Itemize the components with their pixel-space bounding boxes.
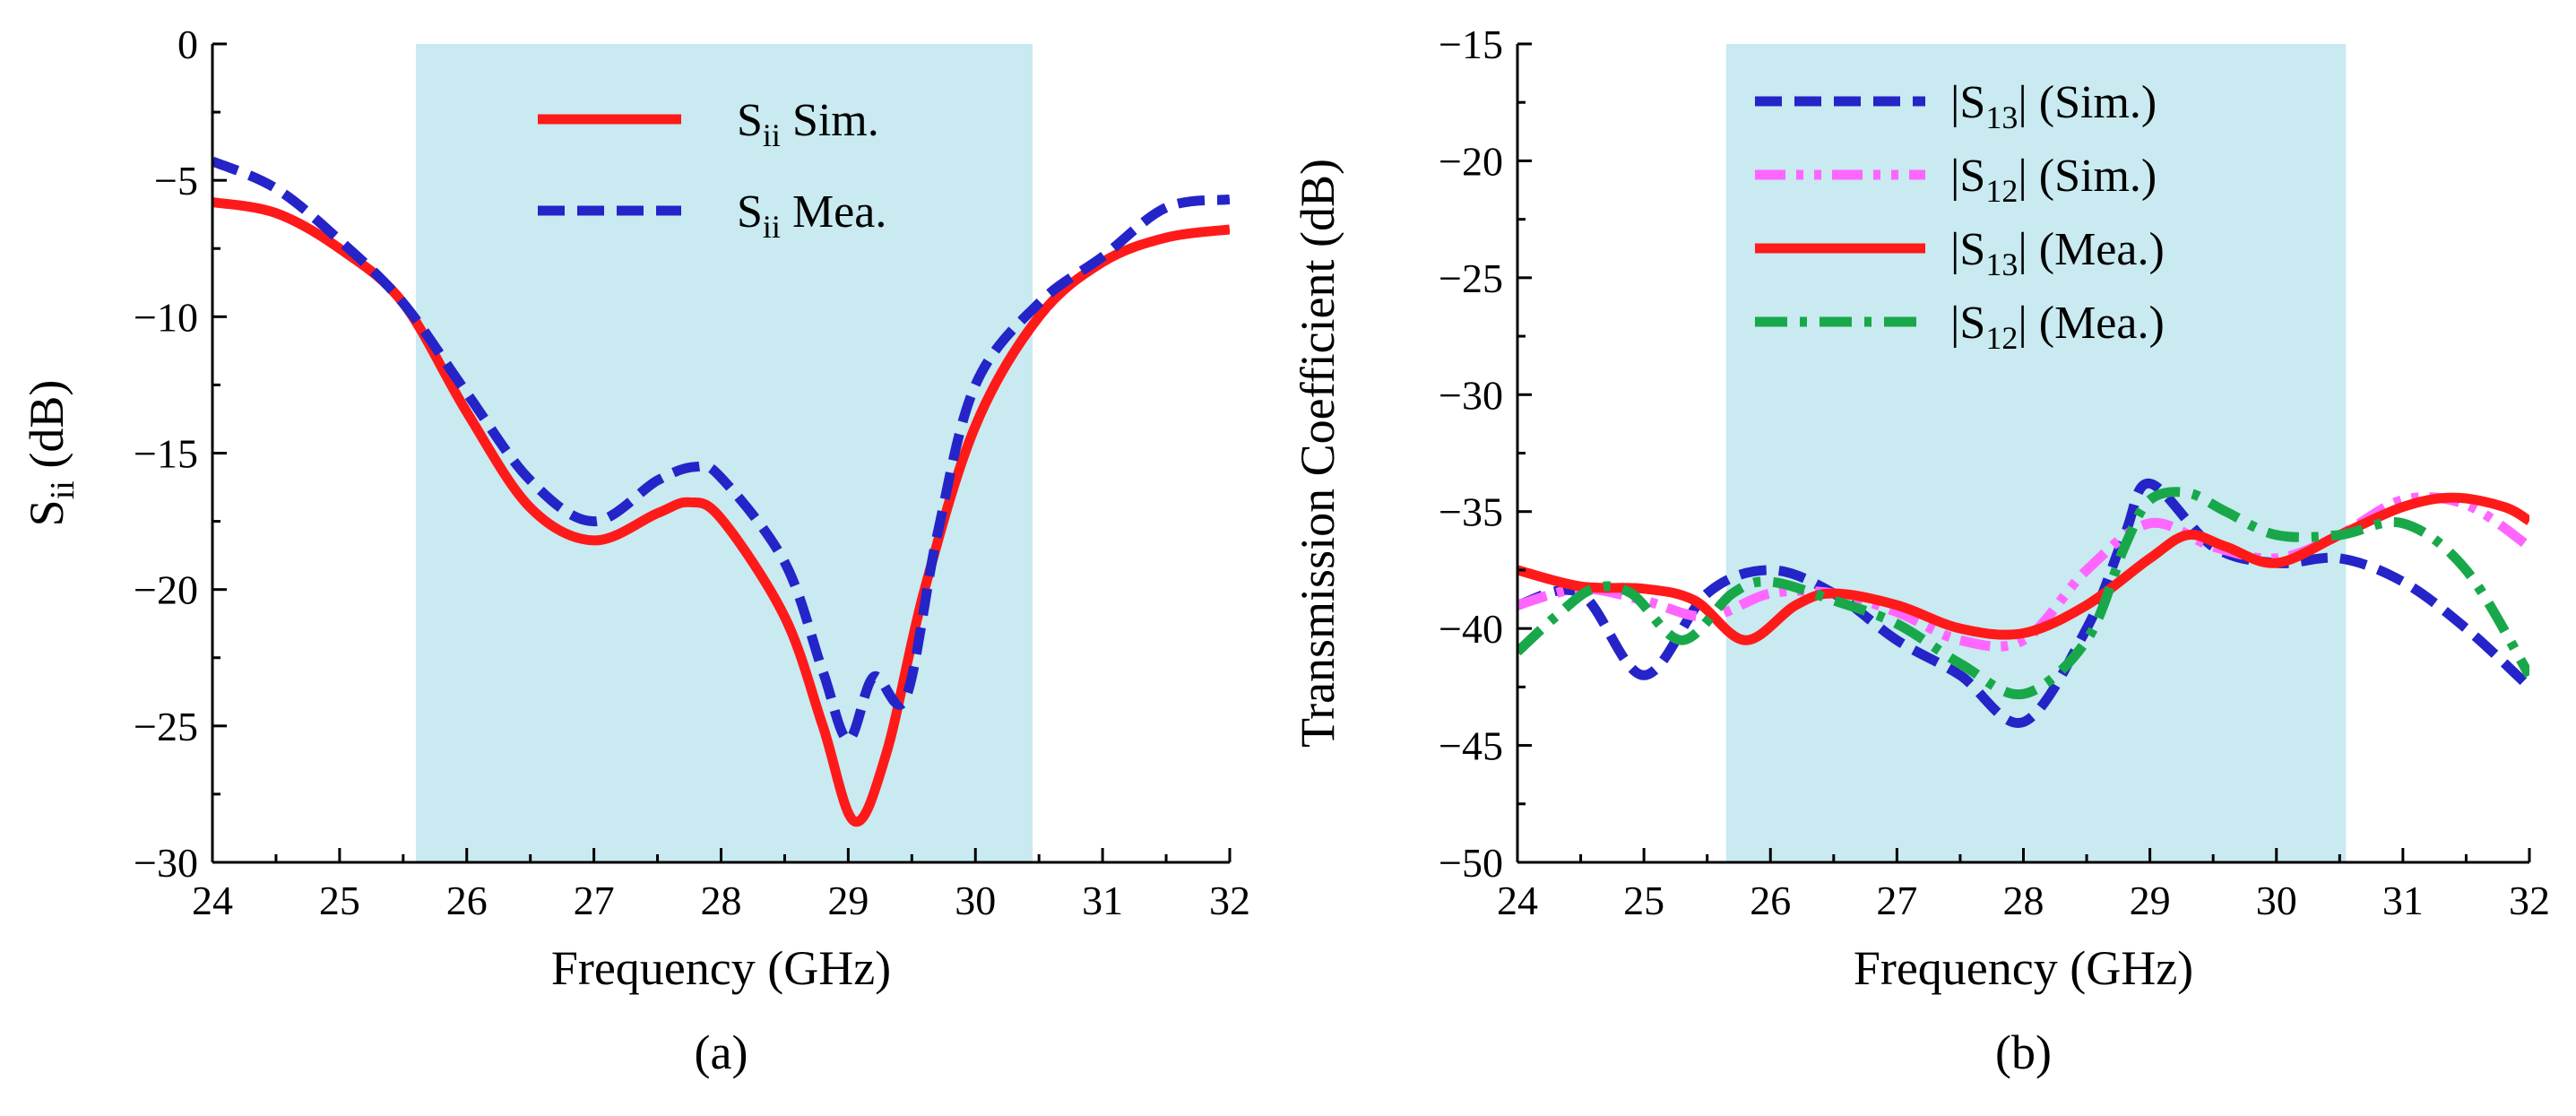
- x-tick-label: 25: [1623, 878, 1664, 923]
- x-tick-label: 32: [1209, 878, 1250, 923]
- x-tick-label: 27: [1876, 878, 1917, 923]
- y-label-main: S: [20, 499, 73, 526]
- x-tick-label: 29: [2130, 878, 2171, 923]
- legend-label-1: |S12| (Sim.): [1950, 151, 2157, 209]
- y-tick-label: −45: [1439, 723, 1503, 769]
- y-tick-label: −40: [1439, 606, 1503, 652]
- legend-label-2: |S13| (Mea.): [1950, 224, 2165, 282]
- legend-label-tail: | (Mea.): [2018, 224, 2164, 275]
- legend-label-3: |S12| (Mea.): [1950, 298, 2165, 356]
- x-tick-label: 26: [1750, 878, 1791, 923]
- y-tick-label: −20: [1439, 138, 1503, 184]
- y-tick-label: −20: [134, 567, 198, 613]
- x-axis-label: Frequency (GHz): [551, 941, 891, 995]
- chart-panel-b: 24 25 26 27 28 29 30 31 32 −15 −20 −25 −30 −35 −40 −45 −…: [1291, 22, 2550, 1079]
- y-tick-label: −30: [1439, 372, 1503, 418]
- x-tick-label: 27: [574, 878, 615, 923]
- panel-caption: (a): [695, 1025, 748, 1079]
- x-tick-label: 31: [2382, 878, 2424, 923]
- legend-label-sub: 12: [1985, 320, 2018, 356]
- series-line-2: [1517, 492, 2529, 645]
- operating-band: [416, 44, 1033, 862]
- y-tick-label: −5: [154, 158, 198, 203]
- legend-label-tail: Sim.: [781, 95, 879, 146]
- x-axis-label: Frequency (GHz): [1854, 941, 2193, 995]
- legend-label-tail: Mea.: [781, 186, 886, 238]
- y-tick-label: 0: [177, 22, 198, 67]
- chart-panel-a: 24 25 26 27 28 29 30 31 32 0 −5 −10 −15 −20 −25 −30 Freq…: [20, 22, 1250, 1079]
- y-tick-label: −10: [134, 294, 198, 340]
- legend-label-main: S: [737, 186, 763, 238]
- legend: |S13| (Sim.)|S12| (Sim.)|S13| (Mea.)|S12…: [1755, 77, 2165, 356]
- x-tick-label: 30: [2256, 878, 2297, 923]
- x-tick-label: 29: [827, 878, 869, 923]
- panel-caption: (b): [1995, 1025, 2052, 1079]
- legend: Sii Sim.Sii Mea.: [538, 95, 886, 245]
- legend-label-sub: ii: [763, 117, 781, 153]
- y-tick-label: −25: [134, 704, 198, 749]
- x-tick-label: 31: [1082, 878, 1123, 923]
- legend-label-1: Sii Mea.: [737, 186, 886, 245]
- legend-label-sub: 13: [1985, 247, 2018, 282]
- y-axis-label: Transmission Coefficient (dB): [1291, 159, 1344, 748]
- legend-label-sub: 12: [1985, 173, 2018, 209]
- x-tick-label: 30: [955, 878, 996, 923]
- legend-label-sub: 13: [1985, 99, 2018, 135]
- legend-label-tail: | (Sim.): [2018, 77, 2157, 128]
- x-tick-label: 26: [446, 878, 488, 923]
- y-tick-label: −50: [1439, 840, 1503, 886]
- series-group: [1517, 478, 2529, 729]
- y-label-tail: (dB): [20, 380, 73, 480]
- y-tick-label: −30: [134, 840, 198, 886]
- legend-label-main: S: [737, 95, 763, 146]
- legend-label-tail: | (Sim.): [2018, 151, 2157, 202]
- y-label-main: Transmission Coefficient (dB): [1291, 159, 1344, 748]
- legend-label-main: |S: [1950, 224, 1985, 275]
- series-group: [212, 156, 1230, 827]
- legend-label-sub: ii: [763, 209, 781, 245]
- y-tick-label: −25: [1439, 255, 1503, 301]
- series-line-0: [1517, 478, 2529, 729]
- y-tick-label: −35: [1439, 489, 1503, 535]
- operating-band: [1725, 44, 2347, 862]
- y-tick-label: −15: [1439, 22, 1503, 67]
- legend-label-0: |S13| (Sim.): [1950, 77, 2157, 135]
- legend-label-0: Sii Sim.: [737, 95, 879, 153]
- x-tick-label: 28: [2003, 878, 2044, 923]
- legend-label-tail: | (Mea.): [2018, 298, 2164, 349]
- x-tick-label: 28: [701, 878, 742, 923]
- x-tick-label: 32: [2509, 878, 2550, 923]
- series-line-1: [212, 156, 1230, 745]
- x-tick-label: 24: [192, 878, 233, 923]
- x-tick-label: 25: [319, 878, 360, 923]
- series-line-3: [1517, 487, 2529, 700]
- legend-label-main: |S: [1950, 151, 1985, 202]
- y-label-sub: ii: [44, 480, 82, 499]
- y-axis-label: Sii (dB): [20, 380, 82, 527]
- legend-label-main: |S: [1950, 298, 1985, 349]
- legend-label-main: |S: [1950, 77, 1985, 128]
- y-tick-label: −15: [134, 431, 198, 477]
- x-tick-label: 24: [1497, 878, 1538, 923]
